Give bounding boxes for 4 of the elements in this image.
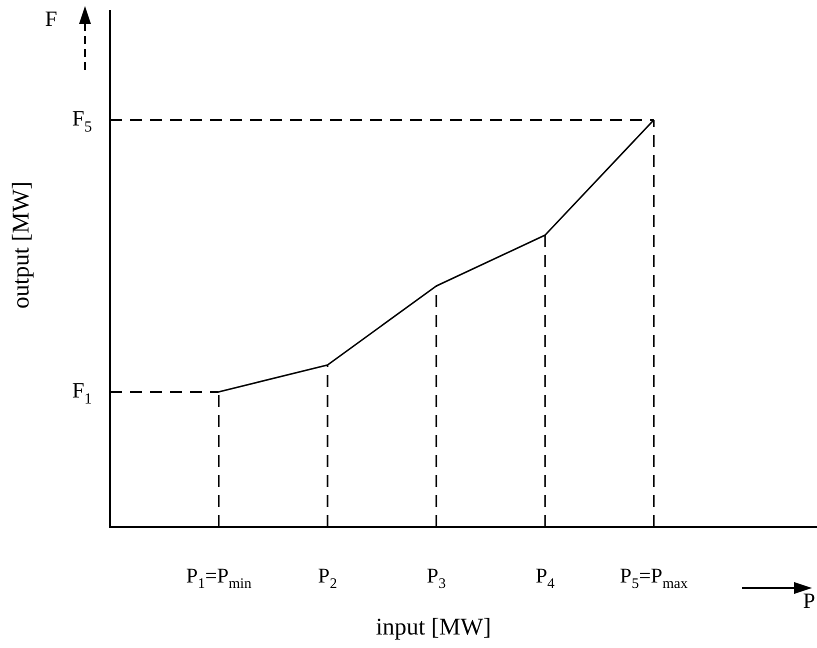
text: F — [45, 6, 58, 31]
x-axis-title: input [MW] — [376, 614, 492, 640]
text: P — [803, 588, 816, 613]
y-axis-title: output [MW] — [8, 181, 34, 309]
